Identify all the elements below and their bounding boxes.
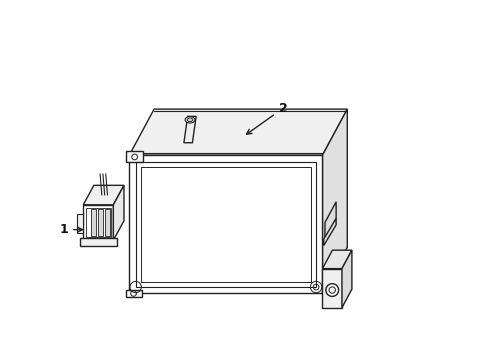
Polygon shape xyxy=(125,151,143,162)
Polygon shape xyxy=(80,238,117,246)
Polygon shape xyxy=(105,209,110,236)
Polygon shape xyxy=(325,202,335,239)
Circle shape xyxy=(325,284,338,296)
Text: 1: 1 xyxy=(59,223,82,236)
Polygon shape xyxy=(183,116,196,143)
Polygon shape xyxy=(91,209,96,236)
Polygon shape xyxy=(77,214,83,233)
Polygon shape xyxy=(323,219,335,246)
Polygon shape xyxy=(129,155,322,293)
Polygon shape xyxy=(98,209,102,236)
Polygon shape xyxy=(113,185,124,240)
Polygon shape xyxy=(341,250,351,307)
Ellipse shape xyxy=(184,117,195,123)
Polygon shape xyxy=(125,290,142,297)
Polygon shape xyxy=(322,269,341,307)
Polygon shape xyxy=(322,250,351,269)
Text: 2: 2 xyxy=(246,102,287,134)
Polygon shape xyxy=(83,185,124,205)
Polygon shape xyxy=(322,109,346,293)
Polygon shape xyxy=(129,109,346,155)
Polygon shape xyxy=(83,205,113,240)
Ellipse shape xyxy=(187,118,192,122)
